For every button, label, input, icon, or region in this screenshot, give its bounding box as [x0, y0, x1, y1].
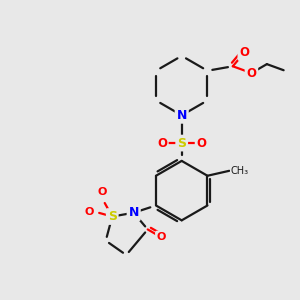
- Text: CH₃: CH₃: [230, 166, 248, 176]
- Text: O: O: [196, 136, 206, 150]
- Text: O: O: [85, 207, 94, 217]
- Text: N: N: [128, 206, 139, 219]
- Text: O: O: [98, 187, 107, 197]
- Text: S: S: [108, 210, 117, 223]
- Text: O: O: [157, 136, 167, 150]
- Text: S: S: [177, 136, 186, 150]
- Text: O: O: [246, 67, 256, 80]
- Text: N: N: [176, 109, 187, 122]
- Text: O: O: [239, 46, 249, 59]
- Text: O: O: [157, 232, 166, 242]
